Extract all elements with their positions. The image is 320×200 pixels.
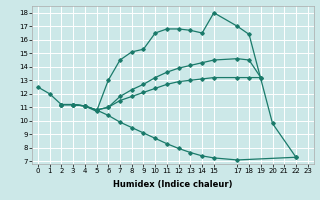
X-axis label: Humidex (Indice chaleur): Humidex (Indice chaleur) — [113, 180, 233, 189]
